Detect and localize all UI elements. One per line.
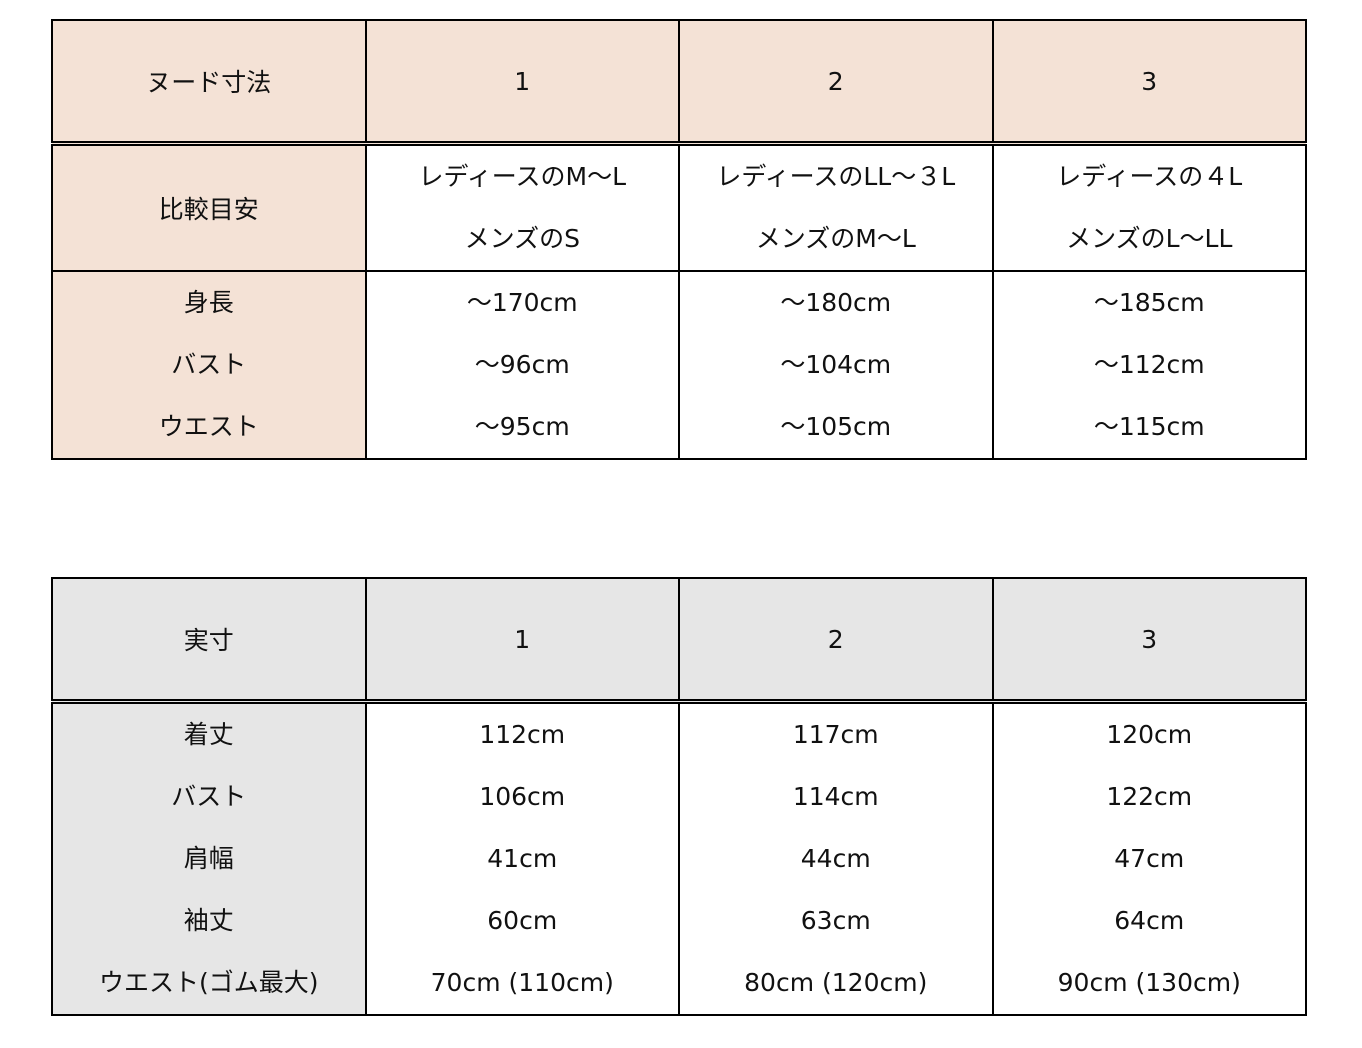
size-1-values: 〜170cm 〜96cm 〜95cm [364,270,680,460]
value: 〜112cm [1093,350,1205,379]
value: 63cm [800,906,871,935]
value: 117cm [792,720,879,749]
value: 70cm (110cm) [430,968,614,997]
value: 41cm [487,844,558,873]
measurement-labels: 着丈 バスト 肩幅 袖丈 ウエスト(ゴム最大) [51,700,367,1016]
header-label: 実寸 [51,577,367,704]
label-waist: ウエスト(ゴム最大) [98,968,319,997]
comparison-text: メンズのL〜LL [1066,224,1233,253]
size-2-values: 〜180cm 〜104cm 〜105cm [678,270,994,460]
nude-size-table: ヌード寸法 1 2 3 比較目安 レディースのM〜L メンズのS レディースのLL… [51,19,1307,460]
label-length: 着丈 [183,720,234,749]
comparison-row: 比較目安 レディースのM〜L メンズのS レディースのLL〜３L メンズのM〜L レ… [51,142,1307,272]
value: 106cm [479,782,566,811]
comparison-cell-1: レディースのM〜L メンズのS [364,142,680,272]
value: 114cm [792,782,879,811]
label-sleeve: 袖丈 [183,906,234,935]
comparison-text: レディースの４L [1056,162,1243,191]
label-waist: ウエスト [158,412,259,441]
value: 〜105cm [780,412,892,441]
comparison-text: メンズのS [464,224,580,253]
measurement-labels: 身長 バスト ウエスト [51,270,367,460]
value: 〜170cm [466,288,578,317]
comparison-text: メンズのM〜L [755,224,916,253]
actual-size-table: 実寸 1 2 3 着丈 バスト 肩幅 袖丈 ウエスト(ゴム最大) 112cm 1… [51,577,1307,1016]
comparison-label: 比較目安 [51,142,367,272]
value: 120cm [1106,720,1193,749]
size-1-values: 112cm 106cm 41cm 60cm 70cm (110cm) [364,700,680,1016]
header-size-1: 1 [364,577,680,704]
header-size-3: 3 [991,19,1307,146]
value: 〜96cm [474,350,570,379]
header-row: ヌード寸法 1 2 3 [51,19,1307,146]
header-size-2: 2 [678,577,994,704]
value: 〜185cm [1093,288,1205,317]
value: 122cm [1106,782,1193,811]
header-size-3: 3 [991,577,1307,704]
measurement-row: 身長 バスト ウエスト 〜170cm 〜96cm 〜95cm 〜180cm 〜1… [51,270,1307,460]
value: 64cm [1114,906,1185,935]
value: 44cm [800,844,871,873]
comparison-cell-3: レディースの４L メンズのL〜LL [991,142,1307,272]
value: 47cm [1114,844,1185,873]
header-size-2: 2 [678,19,994,146]
header-size-1: 1 [364,19,680,146]
comparison-text: レディースのLL〜３L [716,162,956,191]
value: 80cm (120cm) [744,968,928,997]
comparison-cell-2: レディースのLL〜３L メンズのM〜L [678,142,994,272]
label-shoulder: 肩幅 [183,844,234,873]
size-3-values: 120cm 122cm 47cm 64cm 90cm (130cm) [991,700,1307,1016]
value: 60cm [487,906,558,935]
value: 90cm (130cm) [1057,968,1241,997]
label-height: 身長 [183,288,234,317]
header-row: 実寸 1 2 3 [51,577,1307,704]
value: 112cm [479,720,566,749]
value: 〜180cm [780,288,892,317]
size-3-values: 〜185cm 〜112cm 〜115cm [991,270,1307,460]
label-bust: バスト [171,782,247,811]
value: 〜115cm [1093,412,1205,441]
size-2-values: 117cm 114cm 44cm 63cm 80cm (120cm) [678,700,994,1016]
header-label: ヌード寸法 [51,19,367,146]
value: 〜104cm [780,350,892,379]
comparison-text: レディースのM〜L [418,162,627,191]
label-bust: バスト [171,350,247,379]
value: 〜95cm [474,412,570,441]
measurement-row: 着丈 バスト 肩幅 袖丈 ウエスト(ゴム最大) 112cm 106cm 41cm… [51,700,1307,1016]
